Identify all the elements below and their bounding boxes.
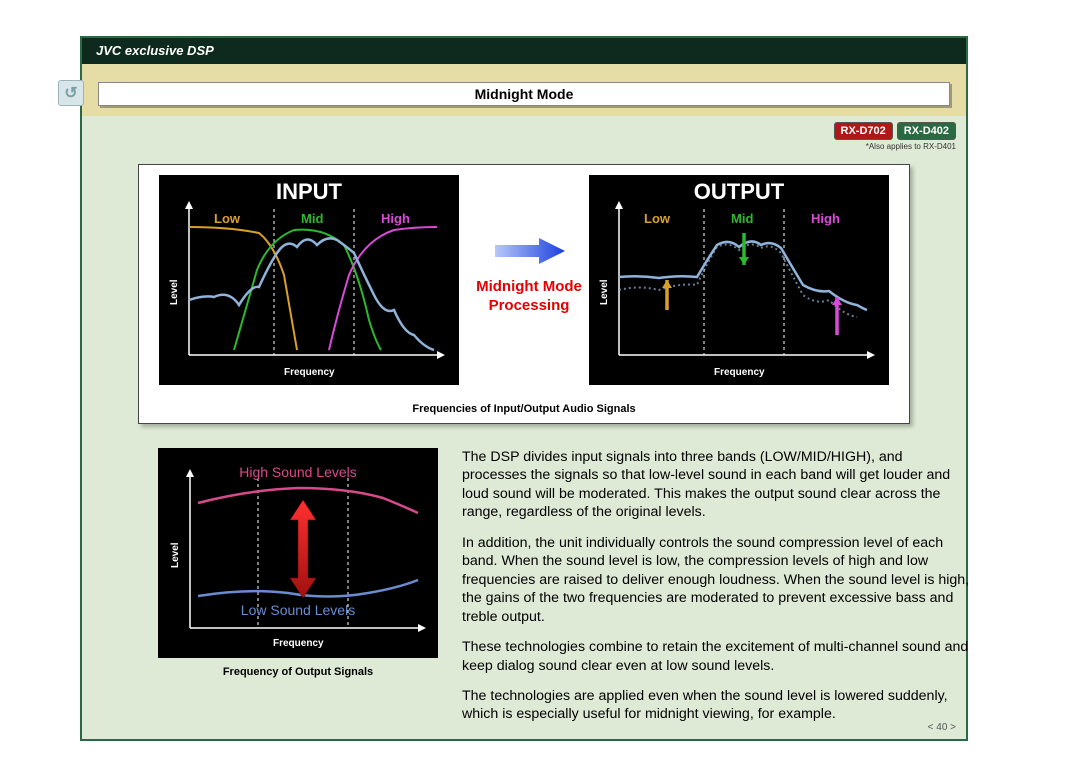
io-panel: INPUT Low Mid High Level Frequency Midni…	[138, 164, 910, 424]
page-title: Midnight Mode	[98, 82, 950, 106]
chart-input: INPUT Low Mid High Level Frequency	[159, 175, 459, 385]
input-mid-label: Mid	[301, 211, 323, 226]
body-text: The DSP divides input signals into three…	[462, 448, 970, 736]
chart-small-caption: Frequency of Output Signals	[158, 666, 438, 678]
input-ylabel: Level	[169, 279, 180, 305]
low-sound-label: Low Sound Levels	[158, 602, 438, 618]
paragraph-4: The technologies are applied even when t…	[462, 687, 970, 724]
chart-output-title: OUTPUT	[589, 179, 889, 205]
io-panel-caption: Frequencies of Input/Output Audio Signal…	[139, 403, 909, 415]
input-xlabel: Frequency	[284, 367, 335, 378]
header-subtitle: JVC exclusive DSP	[82, 38, 966, 64]
badge-footnote: *Also applies to RX-D401	[866, 142, 956, 151]
arrow-icon	[489, 235, 569, 267]
paragraph-2: In addition, the unit individually contr…	[462, 534, 970, 626]
output-xlabel: Frequency	[714, 367, 765, 378]
chart-input-svg	[159, 175, 459, 385]
page-root: { "header": { "subtitle": "JVC exclusive…	[0, 0, 1080, 763]
chart-input-title: INPUT	[159, 179, 459, 205]
model-badges: RX-D702 RX-D402	[834, 122, 957, 140]
input-low-label: Low	[214, 211, 240, 226]
high-sound-label: High Sound Levels	[158, 464, 438, 480]
content-area: RX-D702 RX-D402 *Also applies to RX-D401…	[82, 116, 966, 739]
page-number: < 40 >	[928, 722, 956, 733]
back-icon: ↺	[64, 83, 77, 103]
back-button[interactable]: ↺	[58, 80, 84, 106]
small-ylabel: Level	[170, 542, 181, 568]
paragraph-1: The DSP divides input signals into three…	[462, 448, 970, 522]
processing-label: Midnight ModeProcessing	[474, 278, 584, 316]
output-ylabel: Level	[599, 279, 610, 305]
chart-output-svg	[589, 175, 889, 385]
small-xlabel: Frequency	[273, 638, 324, 649]
output-low-label: Low	[644, 211, 670, 226]
chart-output: OUTPUT Low Mid High Level Frequency	[589, 175, 889, 385]
output-high-label: High	[811, 211, 840, 226]
badge-rx-d702: RX-D702	[834, 122, 893, 140]
output-mid-label: Mid	[731, 211, 753, 226]
input-high-label: High	[381, 211, 410, 226]
badge-rx-d402: RX-D402	[897, 122, 956, 140]
chart-freq-output: High Sound Levels Low Sound Levels Level…	[158, 448, 438, 658]
paragraph-3: These technologies combine to retain the…	[462, 638, 970, 675]
processing-block: Midnight ModeProcessing	[474, 235, 584, 316]
